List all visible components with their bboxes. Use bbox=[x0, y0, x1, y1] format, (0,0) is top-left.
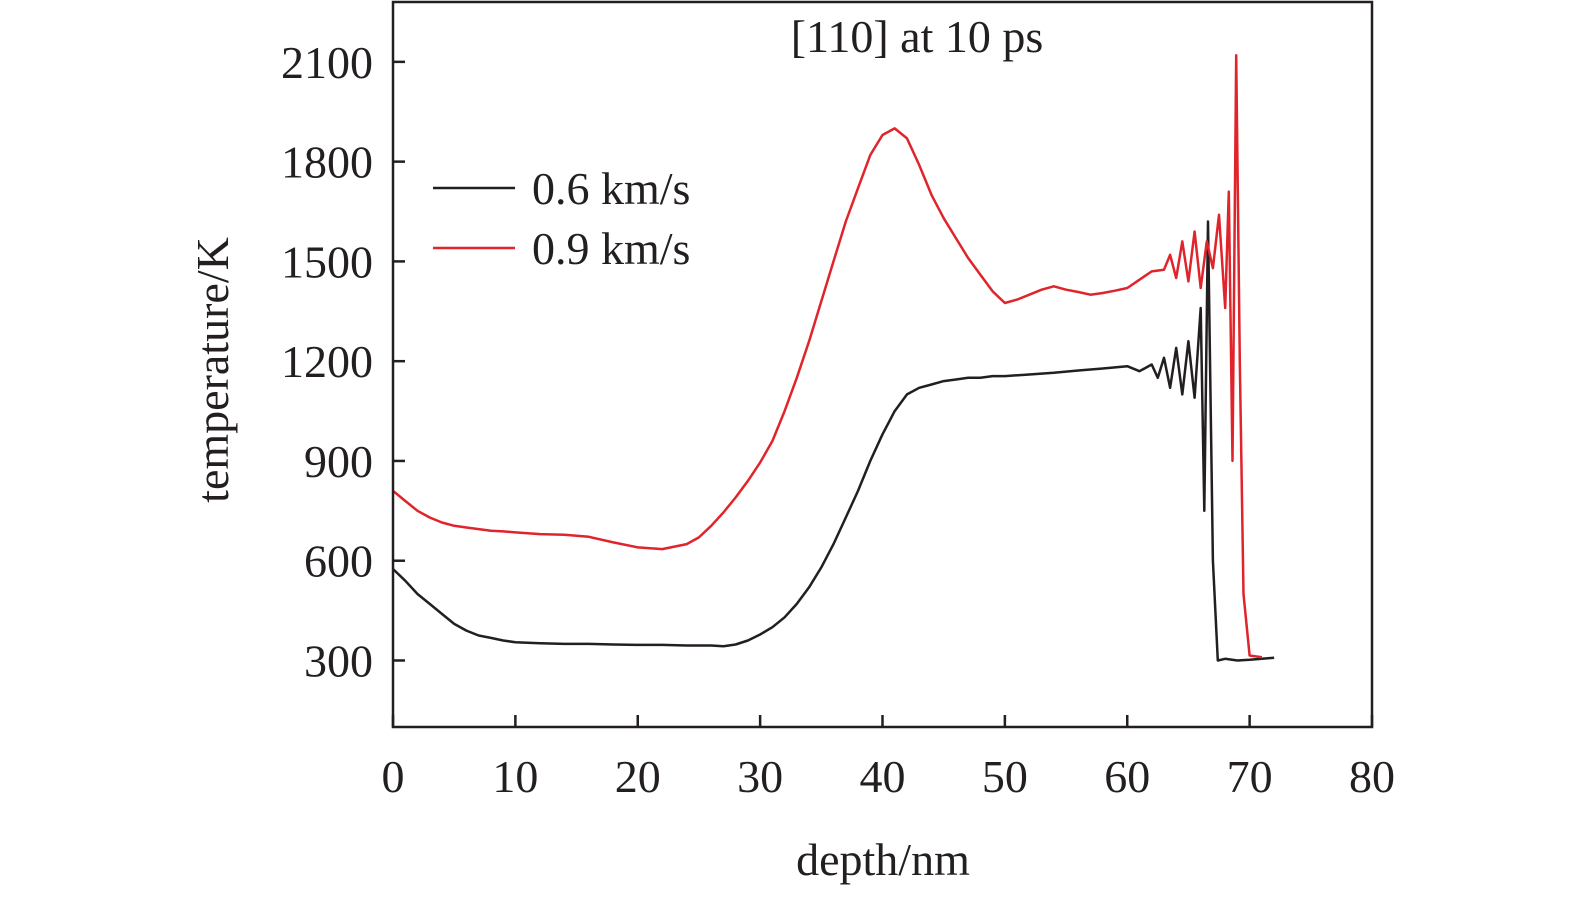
y-tick-label: 1800 bbox=[281, 137, 373, 188]
series-line-1 bbox=[392, 220, 1275, 662]
y-tick-label: 1500 bbox=[281, 236, 373, 287]
y-tick-label: 1200 bbox=[281, 336, 373, 387]
x-tick-label: 60 bbox=[1104, 751, 1150, 802]
x-tick-label: 50 bbox=[982, 751, 1028, 802]
y-tick-label: 300 bbox=[304, 635, 373, 686]
x-tick-label: 70 bbox=[1227, 751, 1273, 802]
y-tick-label: 900 bbox=[304, 436, 373, 487]
legend-label: 0.9 km/s bbox=[532, 223, 690, 274]
y-tick-label: 600 bbox=[304, 536, 373, 587]
plot-frame bbox=[391, 0, 1374, 729]
x-tick-label: 10 bbox=[492, 751, 538, 802]
legend: 0.6 km/s 0.9 km/s bbox=[433, 163, 690, 274]
plot-area bbox=[392, 53, 1275, 662]
x-tick-label: 30 bbox=[737, 751, 783, 802]
x-tick-label: 40 bbox=[860, 751, 906, 802]
legend-label: 0.6 km/s bbox=[532, 163, 690, 214]
x-tick-label: 0 bbox=[382, 751, 405, 802]
x-axis-label: depth/nm bbox=[796, 834, 970, 885]
y-axis-label: temperature/K bbox=[187, 237, 238, 503]
x-tick-label: 20 bbox=[615, 751, 661, 802]
x-tick-label: 80 bbox=[1349, 751, 1395, 802]
y-tick-label: 2100 bbox=[281, 37, 373, 88]
axes: 0 10 20 30 40 50 60 70 80 300 600 900 1200 1500 1800 21… bbox=[281, 37, 1395, 802]
chart-title: [110] at 10 ps bbox=[791, 11, 1044, 62]
series-line-2 bbox=[392, 53, 1263, 659]
